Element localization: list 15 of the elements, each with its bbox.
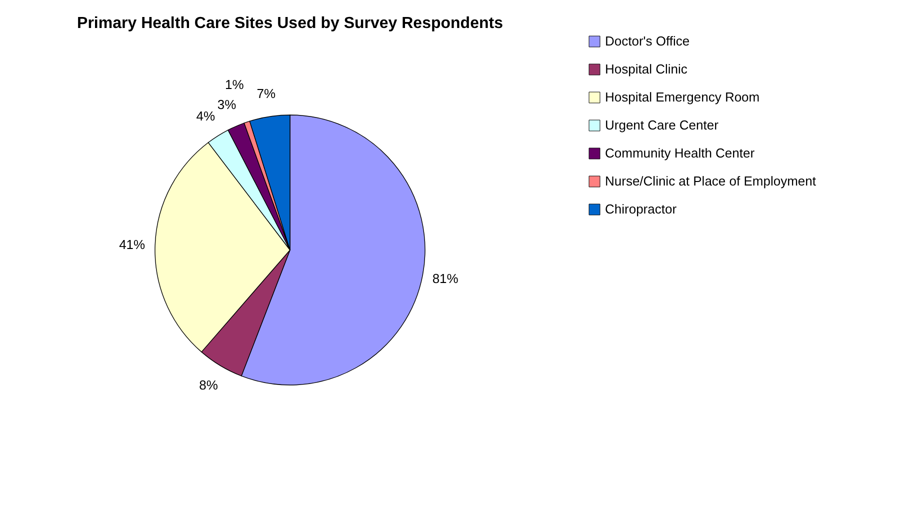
legend-label: Chiropractor <box>605 202 678 216</box>
chart-title: Primary Health Care Sites Used by Survey Respondents <box>77 15 504 32</box>
data-label: 81% <box>432 270 459 286</box>
data-label: 8% <box>199 377 218 392</box>
legend-label: Urgent Care Center <box>605 118 720 132</box>
legend-label: Hospital Clinic <box>605 62 688 76</box>
data-label: 1% <box>225 77 244 92</box>
data-label: 3% <box>217 97 237 112</box>
legend-label: Community Health Center <box>605 146 756 160</box>
legend-label: Hospital Emergency Room <box>605 90 760 104</box>
data-label: 7% <box>256 86 276 101</box>
data-label: 41% <box>119 236 146 252</box>
data-label: 4% <box>196 108 216 124</box>
legend-label: Nurse/Clinic at Place of Employment <box>605 174 816 188</box>
legend-label: Doctor's Office <box>605 34 690 48</box>
